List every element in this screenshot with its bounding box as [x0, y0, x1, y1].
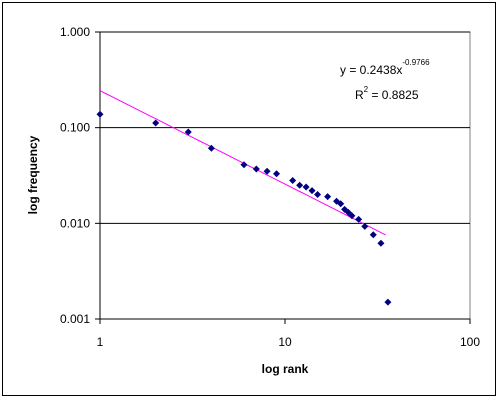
x-tick-label: 100 [460, 335, 480, 349]
chart-frame: 0.001 0.010 0.100 1.000 1 10 100 log rank log … [2, 2, 496, 396]
data-point [296, 181, 304, 189]
x-axis-title: log rank [262, 362, 309, 376]
data-point [384, 298, 392, 306]
plot-area [99, 31, 471, 320]
data-point [337, 200, 345, 208]
data-point [240, 161, 248, 169]
data-point [314, 191, 322, 199]
y-tick-label: 0.010 [60, 216, 90, 230]
trendline-r-squared: R2 = 0.8825 [355, 85, 419, 102]
data-point [324, 193, 332, 201]
data-point [289, 177, 297, 185]
y-tick-label: 1.000 [60, 25, 90, 39]
data-point [207, 144, 215, 152]
x-tick-label: 10 [278, 335, 292, 349]
data-point [377, 239, 385, 247]
data-point [355, 215, 363, 223]
y-axis-title: log frequency [26, 135, 40, 214]
points-layer [96, 110, 392, 306]
trendline-equation-exponent: -0.9766 [402, 58, 430, 67]
data-point [152, 119, 160, 127]
data-point [252, 165, 260, 173]
data-point [308, 187, 316, 195]
data-point [361, 222, 369, 230]
r-squared-value: = 0.8825 [368, 88, 419, 102]
chart-svg: 0.001 0.010 0.100 1.000 1 10 100 log rank log … [26, 25, 480, 376]
x-tick-label: 1 [97, 335, 104, 349]
r-squared-label: R [355, 88, 364, 102]
trendline-equation: y = 0.2438x-0.9766 [340, 58, 430, 77]
trendline-equation-main: y = 0.2438x [340, 63, 402, 77]
data-point [348, 212, 356, 220]
y-tick-label: 0.001 [60, 312, 90, 326]
data-point [369, 231, 377, 239]
data-point [184, 128, 192, 136]
data-point [263, 167, 271, 175]
data-point [273, 170, 281, 178]
y-tick-label: 0.100 [60, 121, 90, 135]
ticks-layer: 0.001 0.010 0.100 1.000 1 10 100 [60, 25, 480, 349]
r-squared-superscript: 2 [364, 85, 369, 94]
data-point [302, 183, 310, 191]
data-point [96, 110, 104, 118]
grid-layer [100, 31, 470, 224]
